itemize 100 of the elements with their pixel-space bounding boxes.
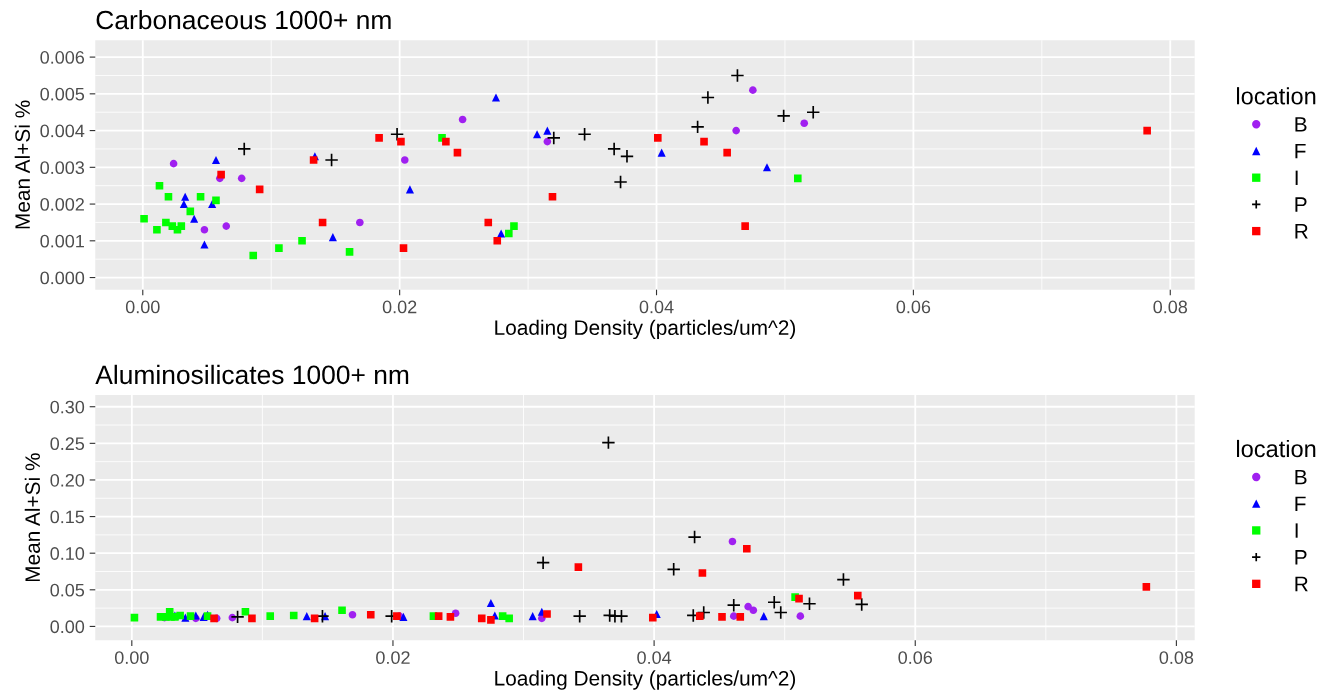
point	[1142, 583, 1151, 591]
point	[800, 119, 809, 128]
chart-title: Aluminosilicates 1000+ nm	[95, 364, 409, 385]
point	[338, 606, 346, 615]
point	[648, 613, 657, 622]
point	[546, 130, 561, 145]
x-tick-label: 0.04	[637, 651, 672, 665]
point	[619, 149, 635, 164]
point	[796, 612, 805, 620]
point	[309, 156, 318, 164]
point	[854, 597, 869, 612]
point	[477, 614, 486, 623]
point	[442, 137, 450, 146]
legend-title: location	[1237, 87, 1316, 105]
point	[289, 611, 298, 620]
x-tick-label: 0.00	[125, 300, 160, 314]
point	[177, 222, 186, 230]
point	[736, 613, 745, 621]
point	[186, 207, 195, 216]
point	[497, 229, 506, 238]
point	[718, 613, 726, 621]
point	[700, 90, 715, 105]
point	[749, 86, 757, 94]
y-tick-label: 0.005	[40, 87, 85, 101]
point	[434, 612, 443, 620]
point	[222, 222, 231, 230]
point	[390, 127, 405, 142]
legend-label: R	[1295, 224, 1308, 239]
point	[169, 159, 178, 168]
point	[399, 612, 408, 621]
point	[217, 170, 225, 179]
point	[230, 609, 245, 624]
legend-label: B	[1295, 117, 1307, 132]
point	[666, 562, 681, 577]
chart-title: Carbonaceous 1000+ nm	[96, 9, 391, 30]
point	[690, 119, 705, 134]
point	[577, 127, 592, 142]
point	[486, 598, 495, 608]
legend-label: B	[1295, 469, 1307, 485]
x-tick-label: 0.08	[1159, 651, 1194, 665]
y-axis-title: Mean Al+Si %	[24, 453, 41, 582]
y-tick-label: 0.001	[40, 234, 84, 248]
y-tick-label: 0.20	[50, 473, 85, 487]
point	[696, 612, 704, 620]
point	[211, 155, 221, 165]
point	[484, 218, 493, 227]
point	[249, 251, 258, 260]
x-tick-label: 0.02	[376, 651, 410, 665]
point	[533, 130, 542, 139]
y-tick-label: 0.002	[40, 198, 84, 211]
point	[237, 141, 252, 156]
legend-label: F	[1295, 143, 1306, 159]
point	[212, 196, 220, 205]
point	[614, 609, 629, 624]
point	[806, 105, 821, 120]
point	[248, 614, 256, 623]
point	[572, 609, 587, 624]
point	[1143, 126, 1151, 135]
point	[324, 152, 339, 168]
point	[181, 192, 190, 201]
point	[399, 244, 408, 252]
point	[730, 68, 745, 83]
point	[200, 240, 209, 249]
point	[726, 598, 741, 613]
point	[186, 612, 195, 620]
y-tick-label: 0.000	[40, 271, 85, 285]
y-tick-label: 0.006	[40, 51, 85, 64]
y-axis-title: Mean Al+Si %	[14, 100, 30, 229]
point	[356, 218, 364, 227]
point	[741, 222, 749, 230]
point	[528, 612, 537, 621]
y-tick-label: 0.15	[50, 510, 85, 524]
point	[776, 108, 791, 123]
legend-label: F	[1295, 496, 1306, 511]
point	[723, 148, 731, 157]
point	[543, 610, 551, 618]
x-tick-label: 0.06	[898, 651, 933, 665]
point	[749, 606, 758, 615]
x-tick-label: 0.08	[1153, 300, 1188, 314]
point	[802, 596, 817, 611]
point	[179, 200, 188, 209]
point	[773, 605, 788, 620]
point	[657, 148, 666, 157]
point	[762, 163, 772, 172]
point	[176, 611, 184, 620]
point	[654, 134, 662, 142]
point	[366, 610, 375, 619]
point	[140, 214, 148, 223]
point	[328, 233, 337, 242]
point	[164, 192, 173, 201]
point	[266, 612, 275, 620]
legend-label: I	[1295, 170, 1298, 185]
x-tick-label: 0.04	[639, 300, 674, 314]
point	[853, 591, 862, 600]
y-tick-label: 0.004	[40, 124, 85, 138]
point	[493, 237, 502, 245]
point	[190, 214, 199, 223]
point	[375, 134, 383, 142]
x-tick-label: 0.02	[382, 300, 417, 314]
point	[345, 248, 354, 256]
